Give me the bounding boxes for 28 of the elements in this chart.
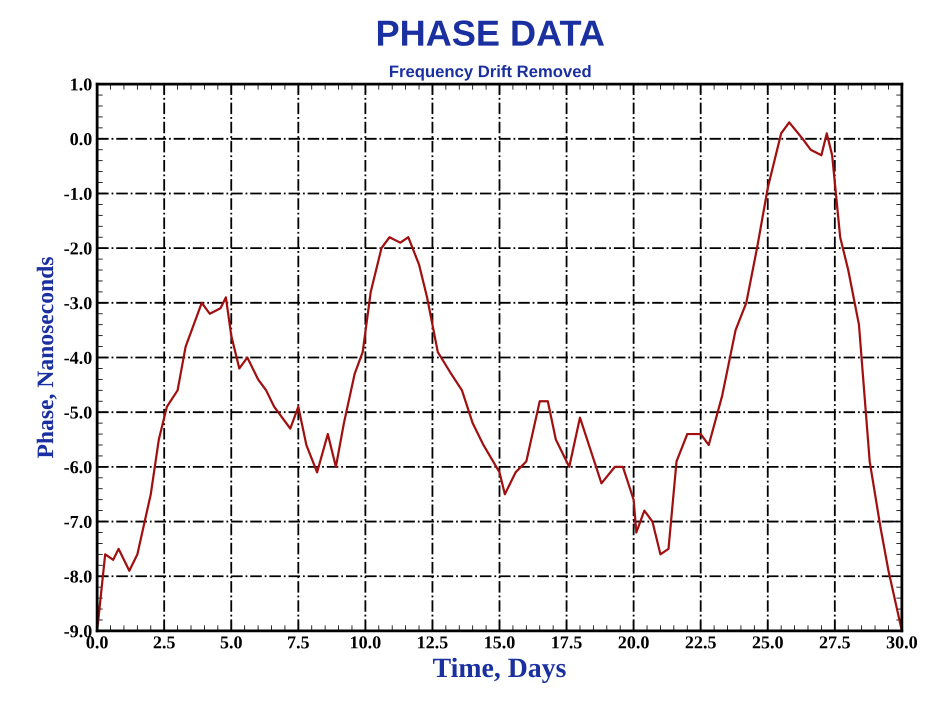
y-tick-label: -6.0 (64, 461, 92, 474)
chart-title: PHASE DATA (378, 20, 604, 46)
x-tick-label: 0.0 (86, 636, 108, 649)
x-tick-label: 22.5 (686, 636, 716, 649)
x-tick-label: 20.0 (618, 636, 649, 649)
x-tick-label: 27.5 (820, 636, 850, 649)
chart-subtitle: Frequency Drift Removed (390, 65, 591, 81)
y-tick-label: -3.0 (64, 297, 92, 310)
y-tick-label: -2.0 (64, 242, 92, 255)
x-tick-label: 12.5 (418, 636, 448, 649)
y-tick-label: -5.0 (64, 406, 92, 419)
x-tick-label: 10.0 (351, 636, 380, 649)
x-axis-title: Time, Days (433, 658, 566, 683)
y-tick-label: -7.0 (64, 516, 92, 528)
y-axis-title: Phase, Nanoseconds (36, 257, 57, 458)
y-tick-label: -1.0 (64, 188, 92, 200)
y-tick-label: -8.0 (64, 570, 92, 583)
x-tick-label: 25.0 (752, 636, 783, 649)
x-tick-label: 5.0 (220, 636, 242, 649)
x-tick-label: 2.5 (154, 636, 175, 649)
y-tick-label: -9.0 (64, 625, 92, 638)
y-tick-label: -4.0 (64, 352, 92, 364)
x-tick-label: 15.0 (485, 636, 515, 649)
x-tick-label: 17.5 (552, 636, 582, 649)
y-tick-label: 0.0 (70, 133, 92, 146)
y-tick-label: 1.0 (71, 78, 92, 91)
x-tick-label: 7.5 (288, 636, 309, 649)
x-tick-label: 30.0 (886, 636, 917, 649)
